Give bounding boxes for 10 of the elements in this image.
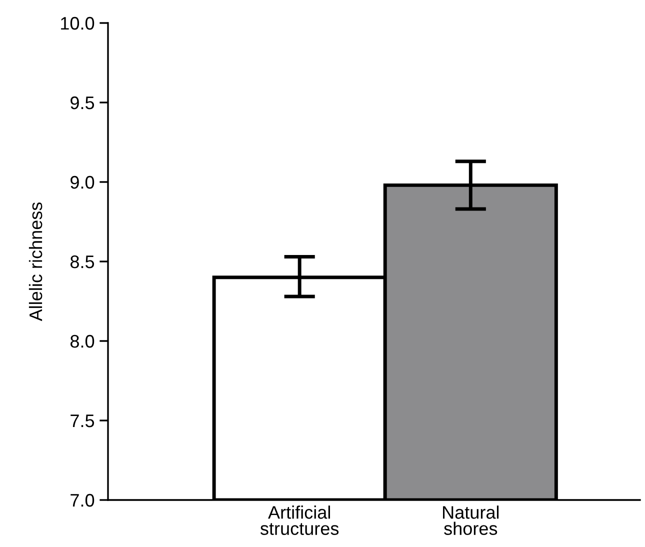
y-tick-label: 9.5 <box>70 96 94 110</box>
y-tick-label: 7.5 <box>70 414 94 428</box>
y-tick-label: 9.0 <box>70 176 94 189</box>
y-tick-label: 7.0 <box>70 494 94 507</box>
y-axis-title: Allelic richness <box>28 202 42 322</box>
y-tick-label: 8.5 <box>70 255 94 268</box>
y-tick-label: 10.0 <box>61 16 94 30</box>
x-tick-label: Artificial structures <box>260 506 339 535</box>
x-tick-label: Natural shores <box>443 506 499 535</box>
y-tick-label: 8.0 <box>70 334 94 348</box>
